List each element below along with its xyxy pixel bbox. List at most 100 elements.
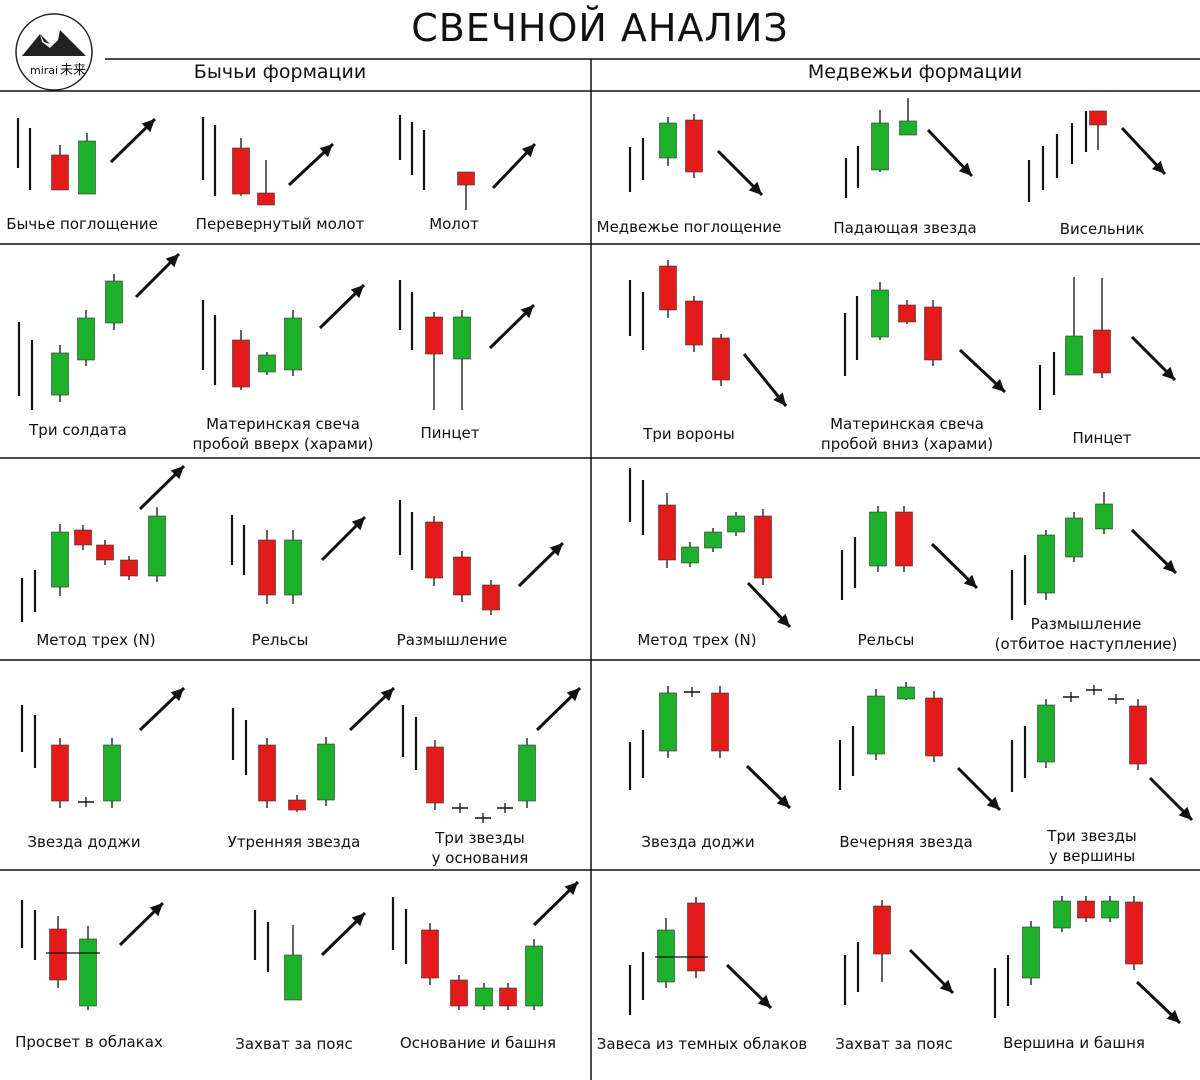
label-line: Основание и башня — [399, 1034, 557, 1052]
label-line: пробой вверх (харами) — [192, 435, 374, 453]
bearish-candle — [1093, 329, 1111, 374]
bullish-candle — [1101, 900, 1119, 919]
arrow-head-icon — [757, 994, 771, 1008]
arrow-head-icon — [1151, 160, 1165, 174]
arrow-head-icon — [564, 882, 578, 896]
label-line: Молот — [429, 215, 479, 233]
bearish-candle — [457, 171, 475, 186]
arrow-head-icon — [521, 144, 535, 158]
pattern-label-three-methods-up: Метод трех (N) — [36, 630, 155, 650]
bullish-candle — [79, 938, 97, 1007]
pattern-label-three-soldiers: Три солдата — [29, 420, 127, 440]
pattern-label-bear-engulf: Медвежье поглощение — [597, 217, 782, 237]
arrow-head-icon — [958, 162, 972, 176]
bearish-candle — [425, 521, 443, 579]
bullish-candle — [1065, 335, 1083, 376]
label-line: Рельсы — [251, 631, 309, 649]
arrow-head-icon — [566, 688, 580, 702]
pattern-label-doji-star-bull: Звезда доджи — [27, 832, 140, 852]
arrow-head-icon — [350, 285, 364, 299]
bullish-candle — [899, 120, 917, 136]
pattern-label-harami-down: Материнская свеча пробой вниз (харами) — [821, 414, 993, 454]
pattern-label-three-stars-top: Три звезды у вершины — [1047, 826, 1136, 866]
bullish-candle — [871, 289, 889, 338]
arrow-head-icon — [991, 378, 1005, 392]
bullish-candle — [869, 511, 887, 567]
bearish-candle — [687, 902, 705, 972]
pattern-label-bull-engulf: Бычье поглощение — [6, 214, 158, 234]
label-line: Материнская свеча — [830, 415, 984, 433]
bearish-candle — [258, 539, 276, 596]
bullish-candle — [51, 531, 69, 588]
pattern-label-three-stars-bottom: Три звезды у основания — [432, 828, 529, 868]
label-line: Утренняя звезда — [227, 833, 361, 851]
bearish-candle — [482, 584, 500, 611]
bullish-candle — [867, 695, 885, 755]
bullish-candle — [258, 354, 276, 373]
arrow-head-icon — [773, 392, 786, 406]
pattern-label-three-methods-down: Метод трех (N) — [637, 630, 756, 650]
label-line: у вершины — [1048, 847, 1136, 865]
label-line: у основания — [431, 849, 529, 867]
arrow-head-icon — [939, 979, 953, 993]
pattern-label-belt-hold-bull: Захват за пояс — [235, 1034, 352, 1054]
arrow-head-icon — [776, 613, 790, 627]
label-line: Падающая звезда — [833, 219, 977, 237]
pattern-label-doji-star-bear: Звезда доджи — [641, 832, 754, 852]
arrow-head-icon — [520, 305, 534, 319]
bearish-candle — [450, 979, 468, 1007]
bearish-candle — [257, 192, 275, 206]
bearish-candle — [712, 337, 730, 381]
bullish-candle — [681, 546, 699, 564]
bearish-candle — [120, 559, 138, 577]
label-line: пробой вниз (харами) — [820, 435, 994, 453]
pattern-label-hammer: Молот — [429, 214, 479, 234]
label-line: Просвет в облаках — [15, 1033, 163, 1051]
bullish-candle — [897, 686, 915, 700]
label-line: Вершина и башня — [1003, 1034, 1145, 1052]
label-line: Бычье поглощение — [6, 215, 158, 233]
bullish-candle — [659, 122, 677, 159]
bearish-candle — [258, 744, 276, 802]
bearish-candle — [659, 265, 677, 311]
arrow-head-icon — [165, 254, 179, 268]
arrow-head-icon — [748, 181, 762, 195]
bullish-candle — [704, 531, 722, 549]
arrow-head-icon — [380, 688, 394, 702]
bullish-candle — [78, 140, 96, 195]
pattern-label-tweezer-top: Пинцет — [1072, 428, 1131, 448]
pattern-label-three-crows: Три вороны — [643, 424, 735, 444]
arrow-head-icon — [141, 119, 155, 133]
label-line: Захват за пояс — [835, 1035, 953, 1053]
arrow-head-icon — [986, 796, 1000, 810]
logo-text-cjk: 未来 — [60, 63, 86, 78]
label-line: Три звезды — [1047, 827, 1137, 845]
bullish-candle — [657, 929, 675, 983]
arrow-head-icon — [776, 794, 790, 808]
bullish-candle — [1053, 900, 1071, 929]
arrow-head-icon — [351, 913, 365, 927]
pattern-label-tower-bottom: Основание и башня — [400, 1033, 556, 1053]
bearish-candle — [425, 316, 443, 355]
bullish-candle — [317, 743, 335, 801]
arrow-head-icon — [963, 574, 977, 588]
label-line: Размышление — [396, 631, 508, 649]
bearish-candle — [232, 147, 250, 195]
bearish-candle — [1089, 110, 1107, 126]
arrow-head-icon — [1178, 806, 1192, 820]
arrow-head-icon — [1162, 559, 1176, 573]
label-line: Вечерняя звезда — [839, 833, 973, 851]
bearish-candle — [685, 300, 703, 346]
bearish-candle — [873, 905, 891, 955]
bullish-candle — [1037, 534, 1055, 594]
label-line: Рельсы — [857, 631, 915, 649]
label-line: Три солдата — [29, 421, 127, 439]
bearish-candle — [288, 799, 306, 811]
bearish-candle — [924, 306, 942, 361]
arrow-head-icon — [549, 543, 563, 557]
bearish-candle — [1125, 901, 1143, 965]
bearish-candle — [895, 511, 913, 567]
arrow-head-icon — [319, 144, 333, 158]
label-line: Захват за пояс — [235, 1035, 353, 1053]
label-line: Перевернутый молот — [195, 215, 365, 233]
